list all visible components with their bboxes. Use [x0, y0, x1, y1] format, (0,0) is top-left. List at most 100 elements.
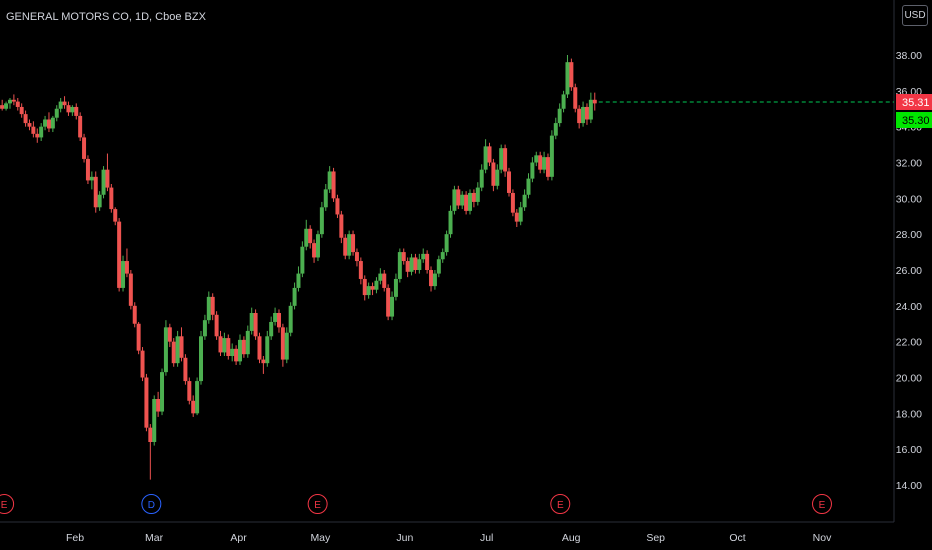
candle-body — [19, 106, 24, 115]
last-price-label-bg — [896, 94, 932, 110]
candle-body — [105, 169, 110, 188]
earnings-marker[interactable] — [812, 494, 832, 514]
bid-price-label-bg — [896, 112, 932, 128]
candle-body — [581, 106, 586, 124]
candle-body — [545, 157, 550, 177]
candle-body — [526, 178, 531, 195]
candle-body — [495, 169, 500, 186]
candle-body — [97, 194, 102, 208]
earnings-marker[interactable] — [0, 494, 15, 514]
candle-body — [366, 286, 371, 296]
earnings-marker[interactable] — [307, 494, 328, 514]
candle-body — [70, 106, 75, 113]
candle-body — [249, 313, 254, 331]
event-label: E — [314, 500, 321, 511]
candle-body — [121, 261, 126, 288]
candle-body — [436, 259, 441, 274]
symbol-name: GENERAL MOTORS CO — [6, 11, 129, 23]
candle-body — [136, 323, 141, 351]
candle-body — [101, 169, 106, 195]
candle-body — [312, 243, 317, 258]
candle-body — [588, 99, 593, 120]
candle-body — [15, 101, 20, 107]
candle-body — [471, 192, 476, 202]
dividend-marker[interactable] — [141, 494, 162, 514]
time-tick-label: Oct — [729, 532, 745, 544]
candle-body — [444, 234, 449, 253]
candle-body — [339, 214, 344, 238]
candle-body — [187, 381, 192, 401]
symbol-interval: 1D — [134, 11, 150, 23]
candle-body — [160, 372, 165, 412]
candle-body — [265, 336, 270, 364]
candle-body — [569, 62, 574, 88]
candle-body — [335, 198, 340, 215]
candle-body — [288, 305, 293, 333]
candle-body — [565, 62, 570, 95]
candle-body — [148, 427, 153, 442]
candle-body — [417, 259, 422, 270]
candle-body — [269, 321, 274, 337]
candle-body — [167, 327, 172, 342]
candle-body — [315, 234, 320, 258]
currency-button[interactable]: USD — [902, 5, 928, 26]
event-label: D — [148, 500, 155, 511]
candle-body — [124, 261, 129, 274]
candle-body — [483, 146, 488, 170]
price-tick-label: 38.00 — [896, 50, 922, 62]
candle-body — [23, 114, 28, 124]
candle-body — [390, 296, 395, 317]
candle-body — [85, 158, 90, 181]
candle-body — [273, 313, 278, 322]
candle-body — [401, 252, 406, 262]
candle-body — [464, 194, 469, 211]
candle-body — [0, 105, 5, 109]
symbol-title[interactable]: GENERAL MOTORS CO, 1D, Cboe BZX — [6, 11, 206, 23]
separator: , — [149, 11, 156, 23]
candle-body — [553, 123, 558, 136]
price-labels: 35.31 35.30 — [896, 94, 932, 128]
candle-body — [62, 101, 67, 106]
candle-body — [323, 189, 328, 208]
candle-body — [577, 108, 582, 124]
candle-body — [140, 350, 145, 378]
candle-body — [7, 99, 12, 104]
candle-body — [199, 336, 204, 382]
candle-body — [510, 192, 515, 213]
bid-price-label: 35.30 — [902, 115, 930, 127]
candle-body — [89, 176, 94, 181]
candle-body — [284, 332, 289, 360]
candle-body — [405, 261, 410, 272]
candle-body — [11, 99, 16, 102]
event-label: E — [1, 500, 8, 511]
candle-body — [370, 286, 375, 290]
candle-body — [561, 94, 566, 109]
candle-body — [506, 171, 511, 193]
price-tick-label: 20.00 — [896, 373, 922, 385]
time-tick-label: Aug — [562, 532, 581, 544]
earnings-marker[interactable] — [550, 494, 571, 514]
candle-body — [475, 187, 480, 202]
candle-body — [128, 273, 133, 306]
candle-body — [222, 338, 227, 353]
candle-body — [109, 187, 114, 210]
candle-body — [468, 192, 473, 211]
candle-body — [230, 348, 235, 356]
candle-body — [487, 146, 492, 163]
price-tick-label: 14.00 — [896, 480, 922, 492]
time-axis[interactable]: Feb Mar Apr May Jun Jul Aug Sep Oct Nov — [66, 532, 832, 544]
separator: , — [128, 11, 135, 23]
candle-body — [331, 171, 336, 199]
candle-body — [358, 261, 363, 279]
candle-body — [503, 148, 508, 172]
candle-body — [35, 133, 40, 138]
candle-body — [362, 278, 367, 296]
candle-body — [549, 135, 554, 177]
candle-body — [54, 108, 59, 118]
candle-body — [393, 278, 398, 297]
candle-body — [175, 336, 180, 364]
candle-body — [163, 327, 168, 373]
